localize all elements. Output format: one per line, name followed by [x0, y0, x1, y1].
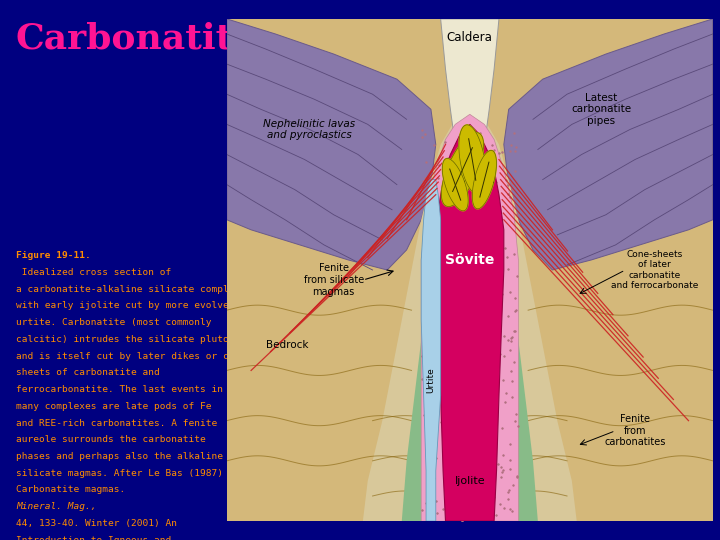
Text: a carbonatite-alkaline silicate complex: a carbonatite-alkaline silicate complex [16, 285, 240, 294]
Text: Ijolite: Ijolite [454, 476, 485, 486]
Text: urtite. Carbonatite (most commonly: urtite. Carbonatite (most commonly [16, 318, 212, 327]
Text: and REE-rich carbonatites. A fenite: and REE-rich carbonatites. A fenite [16, 418, 217, 428]
Text: with early ijolite cut by more evolved: with early ijolite cut by more evolved [16, 301, 235, 310]
Polygon shape [436, 124, 504, 521]
Text: Caldera: Caldera [447, 31, 492, 44]
Polygon shape [459, 125, 485, 194]
Polygon shape [421, 114, 518, 521]
Text: Latest
carbonatite
pipes: Latest carbonatite pipes [571, 93, 631, 126]
Text: Introduction to Igneous and: Introduction to Igneous and [16, 536, 171, 540]
Text: 44, 133-40. Winter (2001) An: 44, 133-40. Winter (2001) An [16, 519, 177, 528]
Text: and is itself cut by later dikes or cone: and is itself cut by later dikes or cone [16, 352, 246, 361]
Text: Urtite: Urtite [426, 368, 436, 393]
Polygon shape [421, 180, 441, 521]
Polygon shape [227, 19, 436, 270]
Polygon shape [442, 158, 468, 211]
Polygon shape [441, 133, 484, 206]
Text: Sövite: Sövite [445, 253, 495, 267]
Text: Mineral. Mag.,: Mineral. Mag., [16, 502, 96, 511]
Text: Idealized cross section of: Idealized cross section of [16, 268, 171, 277]
Text: Carbonatites: Carbonatites [16, 22, 276, 56]
Text: ferrocarbonatite. The last events in: ferrocarbonatite. The last events in [16, 385, 223, 394]
Text: phases and perhaps also the alkaline: phases and perhaps also the alkaline [16, 452, 223, 461]
Polygon shape [402, 124, 538, 521]
Polygon shape [504, 19, 713, 270]
Text: Fenite
from
carbonatites: Fenite from carbonatites [604, 414, 666, 447]
Text: aureole surrounds the carbonatite: aureole surrounds the carbonatite [16, 435, 206, 444]
Text: Nephelinitic lavas
and pyroclastics: Nephelinitic lavas and pyroclastics [264, 119, 356, 140]
Text: Figure 19-11.: Figure 19-11. [16, 251, 91, 260]
Text: calcitic) intrudes the silicate plutons,: calcitic) intrudes the silicate plutons, [16, 335, 246, 344]
Polygon shape [441, 19, 499, 205]
Text: many complexes are late pods of Fe: many complexes are late pods of Fe [16, 402, 212, 411]
Text: sheets of carbonatite and: sheets of carbonatite and [16, 368, 160, 377]
Polygon shape [472, 151, 496, 209]
Polygon shape [363, 109, 577, 521]
Text: silicate magmas. After Le Bas (1987): silicate magmas. After Le Bas (1987) [16, 469, 223, 478]
Text: Bedrock: Bedrock [266, 340, 308, 350]
Text: Fenite
from silicate
magmas: Fenite from silicate magmas [304, 264, 364, 296]
Text: Cone-sheets
of later
carbonatite
and ferrocarbonate: Cone-sheets of later carbonatite and fer… [611, 250, 698, 290]
Text: Carbonatite magmas.: Carbonatite magmas. [16, 485, 131, 495]
